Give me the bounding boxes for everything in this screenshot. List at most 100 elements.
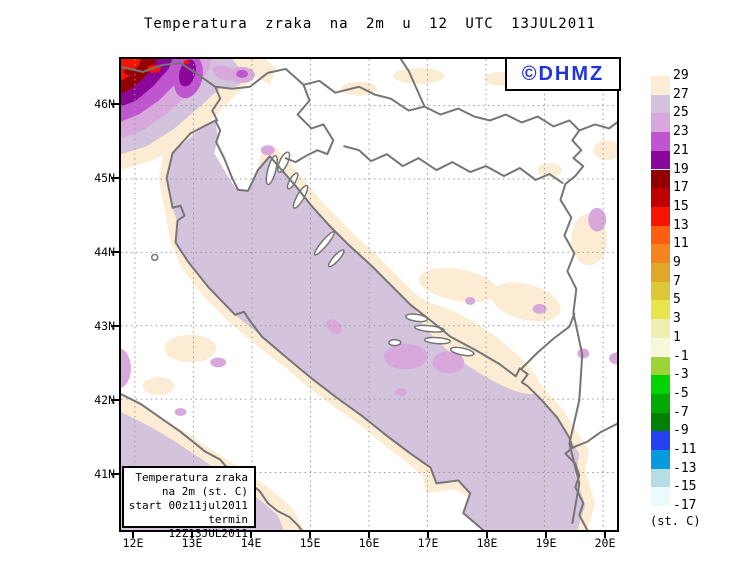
lat-label: 44N [94, 245, 115, 259]
legend-tick-label: 7 [673, 273, 681, 289]
info-box-line: start 00z11jul2011 [128, 499, 248, 512]
run-info-box: Temperatura zraka na 2m (st. C) start 00z1… [122, 466, 256, 540]
legend-tick-label: -7 [673, 404, 689, 420]
legend-tick-label: 27 [673, 86, 689, 102]
lon-tick [604, 531, 606, 538]
legend-tick-label: 17 [673, 180, 689, 196]
legend-color-swatch [651, 300, 670, 320]
slovenia-croatia-border [284, 83, 335, 164]
legend-tick-label: -17 [673, 498, 697, 514]
lon-label: 15E [299, 536, 321, 550]
lat-tick [111, 325, 119, 327]
legend-tick-label: 3 [673, 311, 681, 327]
lon-tick [486, 531, 488, 538]
lon-tick [368, 531, 370, 538]
legend-tick-label: -15 [673, 479, 697, 495]
legend-tick-label: -13 [673, 460, 697, 476]
legend-tick-label: 5 [673, 292, 681, 308]
dhmz-logo-box: ©DHMZ [505, 57, 621, 91]
legend-color-swatch [651, 263, 670, 282]
legend-color-swatch [651, 132, 670, 151]
legend-tick-label: -1 [673, 348, 689, 364]
legend-tick-label: 29 [673, 68, 689, 83]
legend-tick-label: 13 [673, 217, 689, 233]
lat-label: 41N [94, 467, 115, 481]
legend-color-swatch [651, 393, 670, 413]
croatia-coast [214, 119, 589, 530]
info-box-line: Temperatura zraka [135, 471, 248, 484]
lon-label: 18E [476, 536, 498, 550]
legend-color-swatch [651, 206, 670, 226]
legend-tick-label: 1 [673, 329, 681, 345]
dhmz-logo-text: ©DHMZ [521, 62, 605, 85]
legend-color-swatch [651, 375, 670, 394]
legend-color-swatch [651, 76, 670, 95]
adriatic-sea-region [166, 120, 586, 530]
lat-tick [111, 251, 119, 253]
legend-tick-label: -9 [673, 423, 689, 439]
lon-label: 20E [594, 536, 616, 550]
legend-color-swatch [651, 113, 670, 133]
lat-tick [111, 103, 119, 105]
legend-tick-label: 19 [673, 161, 689, 177]
legend-tick-label: 9 [673, 255, 681, 270]
lat-tick [111, 473, 119, 475]
legend-unit-label: (st. C) [650, 514, 701, 528]
legend-tick-label: 21 [673, 142, 689, 158]
lon-tick [545, 531, 547, 538]
legend-color-swatch [651, 225, 670, 245]
lat-tick [111, 177, 119, 179]
legend-tick-label: 15 [673, 198, 689, 214]
lon-label: 16E [358, 536, 380, 550]
sava-border [343, 145, 564, 184]
plum-patches [121, 145, 617, 416]
legend-tick-label: -5 [673, 385, 689, 401]
legend-color-swatch [651, 356, 670, 376]
lon-label: 13E [181, 536, 203, 550]
legend-color-swatch [651, 319, 670, 338]
legend-tick-label: 23 [673, 124, 689, 140]
lon-label: 14E [240, 536, 262, 550]
lon-label: 12E [122, 536, 144, 550]
lat-label: 42N [94, 393, 115, 407]
isonzo-border [211, 85, 222, 122]
lat-label: 43N [94, 319, 115, 333]
legend-color-swatch [651, 244, 670, 263]
lon-label: 19E [535, 536, 557, 550]
lat-label: 45N [94, 171, 115, 185]
bosnia-coast-border [520, 312, 576, 370]
alps-cold-blob [121, 59, 276, 171]
lon-tick [427, 531, 429, 538]
legend-tick-label: -3 [673, 367, 689, 383]
lat-label: 46N [94, 97, 115, 111]
legend-color-swatch [651, 431, 670, 450]
page-title: Temperatura zraka na 2m u 12 UTC 13JUL20… [143, 16, 596, 32]
legend-color-swatch [651, 468, 670, 488]
montenegro-albania-border [571, 422, 617, 449]
lon-tick [309, 531, 311, 538]
legend-tick-label: 25 [673, 105, 689, 121]
legend-color-swatch [651, 150, 670, 170]
adriatic-temperature-map [121, 59, 617, 530]
drina-border [559, 182, 584, 525]
map-canvas [119, 57, 619, 532]
lon-tick [132, 531, 134, 538]
italy-adriatic-coast [165, 119, 485, 530]
island-outlines [151, 151, 475, 357]
lon-tick [191, 531, 193, 538]
serbia-border [564, 129, 585, 185]
legend-tick-label: 11 [673, 236, 689, 252]
legend-color-swatch [651, 169, 670, 189]
legend-color-swatch [651, 450, 670, 469]
hungary-branch-border [399, 59, 426, 108]
info-box-line: na 2m (st. C) [161, 485, 248, 498]
legend-color-swatch [651, 337, 670, 357]
graticule-grid [121, 59, 617, 530]
info-box-line: termin 12Z13JUL2011 [168, 513, 248, 540]
legend-color-swatch [651, 94, 670, 114]
legend-color-swatch [651, 412, 670, 432]
legend-tick-label: -11 [673, 442, 697, 457]
lon-tick [250, 531, 252, 538]
legend-color-swatch [651, 487, 670, 507]
